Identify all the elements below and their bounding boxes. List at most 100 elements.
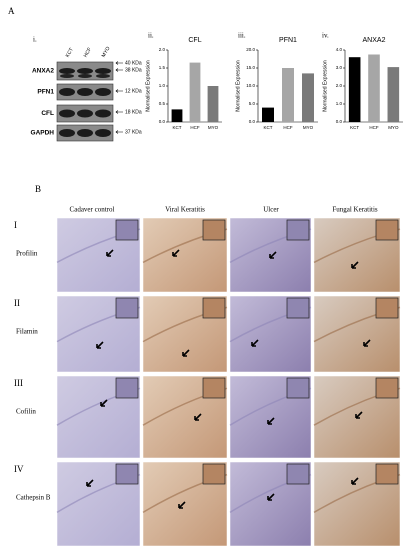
- panel-label: iv.: [322, 32, 329, 40]
- row-numeral: IV: [14, 464, 24, 474]
- size-label: 12 KDa: [125, 88, 142, 94]
- y-tick-label: 3.0: [336, 65, 343, 70]
- size-label: 37 KDa: [125, 129, 142, 135]
- inset: [375, 297, 399, 319]
- chart-title: PFN1: [279, 37, 297, 44]
- lane-label: KCT: [65, 47, 75, 59]
- inset: [115, 377, 139, 399]
- arrow: [106, 249, 114, 257]
- inset: [286, 219, 310, 241]
- y-tick-label: 2.0: [159, 47, 166, 52]
- y-tick-label: 4.0: [336, 47, 343, 52]
- inset: [115, 219, 139, 241]
- blot-band: [95, 68, 111, 74]
- inset: [286, 463, 310, 485]
- blot-band: [95, 109, 111, 118]
- inset: [286, 297, 310, 319]
- row-numeral: I: [14, 220, 17, 230]
- y-tick-label: 2.0: [336, 83, 343, 88]
- x-tick-label: KCT: [264, 125, 273, 130]
- y-axis-label: Normalised Expression: [235, 60, 241, 112]
- size-arrow: [115, 110, 123, 114]
- column-header: Viral Keratitis: [165, 206, 205, 214]
- arrow: [267, 417, 275, 425]
- column-header: Fungal Keratitis: [332, 206, 378, 214]
- y-tick-label: 10.0: [246, 83, 255, 88]
- row-name: Cofilin: [16, 408, 36, 416]
- protein-label: PFN1: [37, 89, 54, 96]
- inset: [202, 297, 226, 319]
- y-tick-label: 5.0: [249, 101, 256, 106]
- y-tick-label: 1.5: [159, 65, 166, 70]
- x-tick-label: HCF: [190, 125, 199, 130]
- inset: [202, 377, 226, 399]
- x-tick-label: KCT: [173, 125, 182, 130]
- inset: [375, 377, 399, 399]
- arrow: [269, 251, 277, 259]
- arrow: [100, 399, 108, 407]
- inset: [286, 377, 310, 399]
- size-label: 38 KDa: [125, 67, 142, 73]
- arrow: [172, 249, 180, 257]
- panel-label: B: [35, 184, 41, 194]
- blot-band: [59, 109, 75, 118]
- size-label: 40 KDa: [125, 60, 142, 66]
- y-tick-label: 15.0: [246, 65, 255, 70]
- bar: [387, 67, 400, 122]
- size-arrow: [115, 61, 123, 65]
- panel-label: A: [8, 6, 15, 16]
- size-label: 18 KDa: [125, 109, 142, 115]
- arrow: [194, 413, 202, 421]
- column-header: Cadaver control: [70, 206, 115, 214]
- inset: [202, 219, 226, 241]
- y-axis-label: Normalised Expression: [322, 60, 328, 112]
- arrow: [355, 411, 363, 419]
- y-tick-label: 1.0: [336, 101, 343, 106]
- row-name: Filamin: [16, 328, 38, 336]
- bar: [302, 73, 314, 122]
- blot-band: [59, 88, 75, 96]
- inset: [202, 463, 226, 485]
- inset: [375, 219, 399, 241]
- row-numeral: III: [14, 378, 23, 388]
- blot-band: [77, 68, 93, 74]
- chart-title: CFL: [188, 37, 201, 44]
- size-arrow: [115, 130, 123, 134]
- blot-band: [59, 68, 75, 74]
- y-tick-label: 0.0: [336, 119, 343, 124]
- blot-band: [77, 109, 93, 118]
- x-tick-label: MYO: [388, 125, 399, 130]
- arrow: [267, 493, 275, 501]
- x-tick-label: HCF: [283, 125, 292, 130]
- bar: [171, 109, 183, 122]
- bar: [368, 54, 380, 122]
- row-numeral: II: [14, 298, 20, 308]
- bar: [348, 57, 361, 123]
- inset: [115, 297, 139, 319]
- size-arrow: [115, 68, 123, 72]
- blot-band: [77, 129, 93, 137]
- row-name: Profilin: [16, 250, 38, 258]
- arrow: [363, 339, 371, 347]
- y-tick-label: 1.0: [159, 83, 166, 88]
- x-tick-label: KCT: [350, 125, 359, 130]
- lane-label: MYO: [101, 46, 112, 59]
- panel-label: iii.: [238, 32, 246, 40]
- y-tick-label: 20.0: [246, 47, 255, 52]
- blot-band: [77, 88, 93, 96]
- arrow: [86, 479, 94, 487]
- lane-label: HCF: [83, 47, 93, 59]
- bar: [189, 62, 201, 122]
- panel-label: ii.: [148, 32, 154, 40]
- blot-band: [95, 129, 111, 137]
- bar: [282, 68, 294, 122]
- bar: [207, 86, 219, 122]
- blot-band: [60, 74, 74, 78]
- blot-band: [96, 74, 110, 78]
- panel-label: i.: [33, 36, 37, 44]
- column-header: Ulcer: [263, 206, 279, 214]
- protein-label: CFL: [41, 110, 54, 117]
- arrow: [96, 341, 104, 349]
- blot-band: [78, 74, 92, 78]
- arrow: [251, 339, 259, 347]
